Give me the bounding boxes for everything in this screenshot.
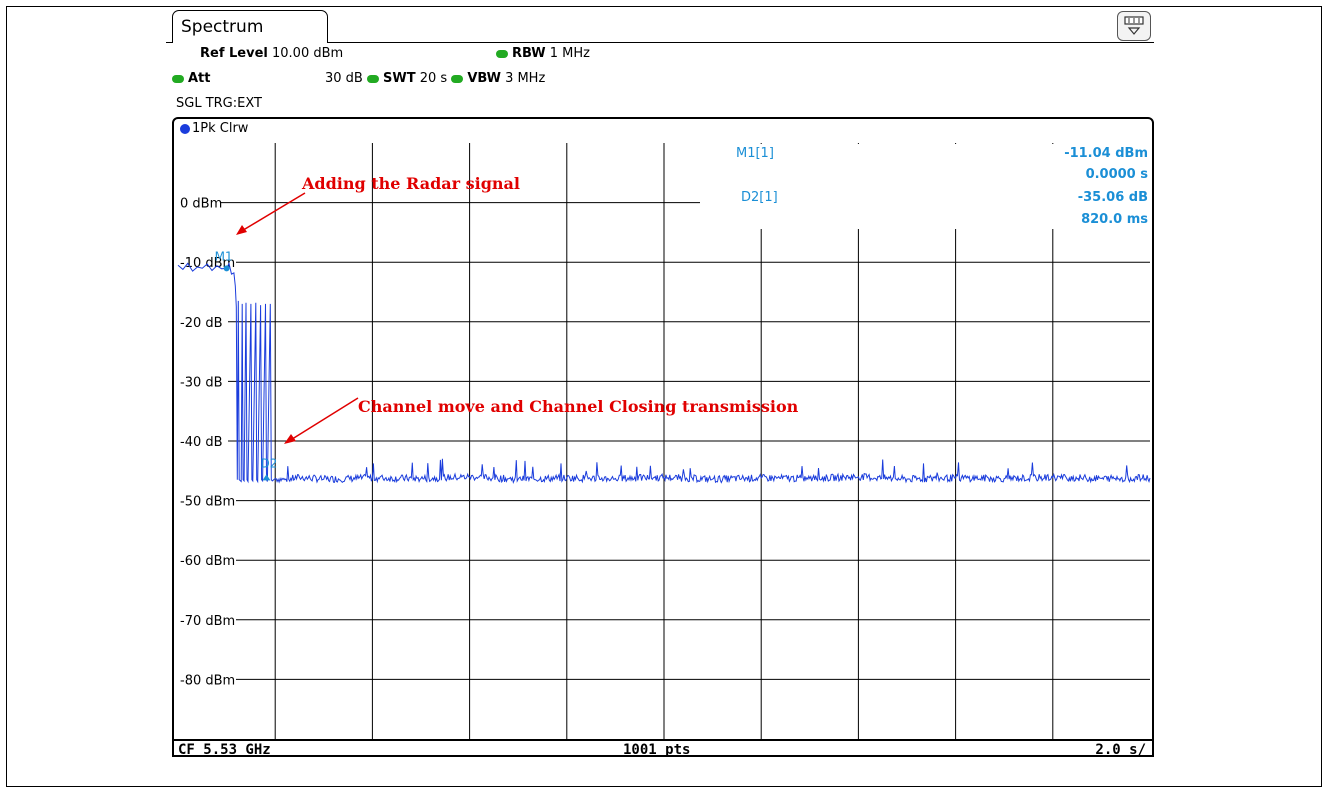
channel-arrow-line xyxy=(288,397,359,442)
grid xyxy=(178,143,1150,739)
y-tick-label: 0 dBm xyxy=(180,197,222,212)
display-menu-icon xyxy=(1124,16,1144,35)
att-setting: Att xyxy=(172,71,211,86)
trace-info: 1Pk Clrw xyxy=(180,121,248,136)
tab-baseline-right xyxy=(327,42,1154,43)
channel-arrow-head xyxy=(284,434,296,444)
markers: M1 D2 xyxy=(215,249,277,481)
y-tick-label: -80 dBm xyxy=(180,673,235,688)
y-tick-label: -60 dBm xyxy=(180,554,235,569)
ref-level-setting: Ref Level 10.00 dBm xyxy=(200,46,343,61)
d2-readout-time: 820.0 ms xyxy=(1081,212,1148,227)
m1-readout-time: 0.0000 s xyxy=(1086,167,1149,182)
trigger-setting: SGL TRG:EXT xyxy=(176,96,262,111)
trace-label: 1Pk Clrw xyxy=(192,121,249,136)
y-tick-label: -30 dB xyxy=(180,375,223,390)
rbw-value: 1 MHz xyxy=(549,46,590,61)
y-tick-label: -20 dB xyxy=(180,316,223,331)
y-tick-label-background xyxy=(178,670,236,688)
y-tick-label: -50 dBm xyxy=(180,495,235,510)
rbw-setting: RBW 1 MHz xyxy=(496,46,590,61)
ref-level-label: Ref Level xyxy=(200,46,268,61)
vbw-coupled-icon xyxy=(451,74,464,83)
radar-arrow-line xyxy=(239,192,306,233)
time-per-division: 2.0 s/ xyxy=(1095,742,1146,758)
att-label: Att xyxy=(188,71,211,86)
y-tick-label-background xyxy=(178,193,220,211)
y-tick-label: -70 dBm xyxy=(180,614,235,629)
marker-readout-panel xyxy=(700,144,1150,229)
att-value: 30 dB xyxy=(325,71,363,86)
y-tick-label-background xyxy=(178,432,228,449)
trace-color-icon xyxy=(180,123,190,134)
ref-level-value: 10.00 dBm xyxy=(272,46,344,61)
y-tick-label-background xyxy=(178,372,228,390)
att-value-group: 30 dB SWT 20 s VBW 3 MHz xyxy=(325,71,545,86)
tab-spectrum-label: Spectrum xyxy=(181,17,264,37)
sweep-points: 1001 pts xyxy=(623,742,691,758)
plot-footer: CF 5.53 GHz 1001 pts 2.0 s/ xyxy=(174,739,1152,759)
trace-line xyxy=(177,261,1151,485)
rbw-coupled-icon xyxy=(496,49,508,58)
plot-window xyxy=(172,117,1154,757)
m1-readout-level: -11.04 dBm xyxy=(1064,146,1148,161)
channel-annotation: Channel move and Channel Closing transmi… xyxy=(358,397,799,416)
d2-readout-name: D2[1] xyxy=(741,190,778,205)
y-tick-label-background xyxy=(178,551,236,569)
att-coupled-icon xyxy=(172,74,184,83)
y-tick-labels: 0 dBm -10 dBm -20 dB -30 dB -40 dB -50 dBm -60… xyxy=(178,193,236,688)
tab-spectrum[interactable]: Spectrum xyxy=(172,10,328,43)
swt-coupled-icon xyxy=(367,74,379,83)
y-tick-label-background xyxy=(178,491,236,509)
y-tick-label-background xyxy=(178,253,236,271)
m1-readout-name: M1[1] xyxy=(736,146,774,161)
y-tick-label: -40 dB xyxy=(180,435,223,450)
vbw-label: VBW xyxy=(467,71,501,86)
radar-arrow-head xyxy=(236,225,247,235)
marker-d2-point[interactable] xyxy=(262,474,271,481)
display-menu-button[interactable] xyxy=(1117,11,1151,41)
marker-tag: D2 xyxy=(260,456,277,470)
swt-label: SWT xyxy=(383,71,416,86)
marker-m1-point[interactable] xyxy=(223,265,230,272)
d2-readout-level: -35.06 dB xyxy=(1078,190,1148,205)
radar-annotation: Adding the Radar signal xyxy=(301,174,520,193)
vbw-value: 3 MHz xyxy=(505,71,546,86)
marker-tag: M1 xyxy=(215,249,233,263)
y-tick-label-background xyxy=(178,312,228,330)
y-tick-label: -10 dBm xyxy=(180,256,235,271)
rbw-label: RBW xyxy=(512,46,546,61)
tab-baseline-left xyxy=(166,42,172,43)
swt-value: 20 s xyxy=(419,71,448,86)
y-tick-label-background xyxy=(178,610,236,628)
outer-frame xyxy=(6,6,1322,787)
center-frequency: CF 5.53 GHz xyxy=(178,742,271,758)
